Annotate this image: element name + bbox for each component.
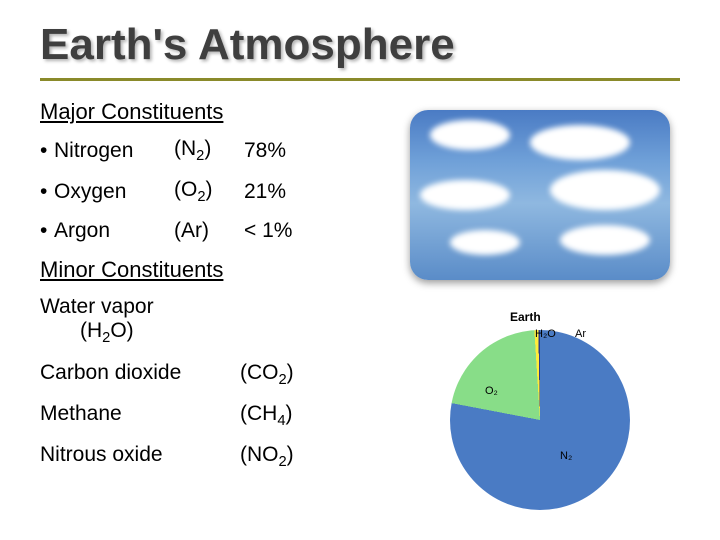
gas-name: Nitrogen	[54, 139, 174, 163]
slide: Earth's Atmosphere Major Constituents • …	[0, 0, 720, 540]
cloud-icon	[420, 180, 510, 210]
sky-image	[410, 110, 670, 280]
formula: (CO2)	[240, 361, 294, 388]
bullet-icon: •	[40, 139, 54, 163]
cloud-icon	[450, 230, 520, 255]
page-title: Earth's Atmosphere	[40, 20, 680, 70]
formula: (H2O)	[40, 319, 134, 342]
pie-graphic	[450, 330, 630, 510]
cloud-icon	[550, 170, 660, 210]
pie-label-h2o: H₂O	[535, 328, 556, 340]
gas-name: Oxygen	[54, 180, 174, 204]
pie-chart: Earth N₂ O₂ Ar H₂O	[390, 310, 680, 520]
percentage: 78%	[244, 139, 314, 163]
formula: (Ar)	[174, 219, 244, 243]
pie-label-ar: Ar	[575, 328, 586, 340]
formula: (N2)	[174, 137, 244, 164]
gas-name: Water vapor (H2O)	[40, 295, 240, 346]
pie-label-o2: O₂	[485, 385, 498, 397]
percentage: 21%	[244, 180, 314, 204]
cloud-icon	[430, 120, 510, 150]
cloud-icon	[560, 225, 650, 255]
gas-name: Nitrous oxide	[40, 443, 240, 467]
formula: (NO2)	[240, 443, 294, 470]
bullet-icon: •	[40, 219, 54, 243]
gas-name: Argon	[54, 219, 174, 243]
gas-name: Carbon dioxide	[40, 361, 240, 385]
chart-title: Earth	[510, 310, 541, 324]
pie-label-n2: N₂	[560, 450, 572, 462]
cloud-icon	[530, 125, 630, 160]
bullet-icon: •	[40, 180, 54, 204]
title-underline	[40, 78, 680, 81]
formula: (CH4)	[240, 402, 293, 429]
gas-name: Methane	[40, 402, 240, 426]
formula: (O2)	[174, 178, 244, 205]
percentage: < 1%	[244, 219, 314, 243]
